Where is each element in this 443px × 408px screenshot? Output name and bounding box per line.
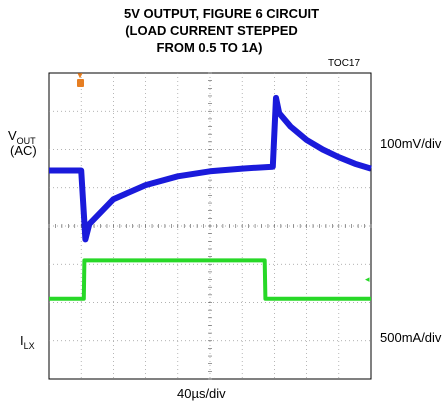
trace-vout [49, 94, 372, 243]
vout-label-main: V [8, 128, 17, 143]
ilx-scale-label: 500mA/div [380, 330, 442, 345]
chart-title-line-1: 5V OUTPUT, FIGURE 6 CIRCUIT [123, 6, 320, 21]
traces [49, 94, 372, 301]
ilx-label-main: I [20, 333, 24, 348]
x-axis-label: 40µs/div [177, 386, 226, 401]
vout-label: VOUT [8, 128, 36, 146]
toc-tag: TOC17 [328, 58, 361, 69]
channel-2-marker: ◂ [365, 274, 370, 284]
chart-title-line-2: (LOAD CURRENT STEPPED [125, 23, 298, 38]
grid [48, 72, 372, 380]
chart-title-line-3: FROM 0.5 TO 1A) [156, 40, 263, 55]
ilx-label-sub: LX [23, 341, 35, 351]
trigger-marker: ▾ [77, 70, 84, 87]
vout-scale-label: 100mV/div [380, 136, 442, 151]
ilx-label: ILX [20, 333, 35, 351]
vout-label-sub: OUT [16, 136, 36, 146]
trace-ilx [49, 258, 371, 301]
trigger-marker-box [77, 79, 84, 87]
vout-ac-label: (AC) [10, 143, 37, 158]
trigger-marker-arrow: ▾ [77, 70, 83, 80]
